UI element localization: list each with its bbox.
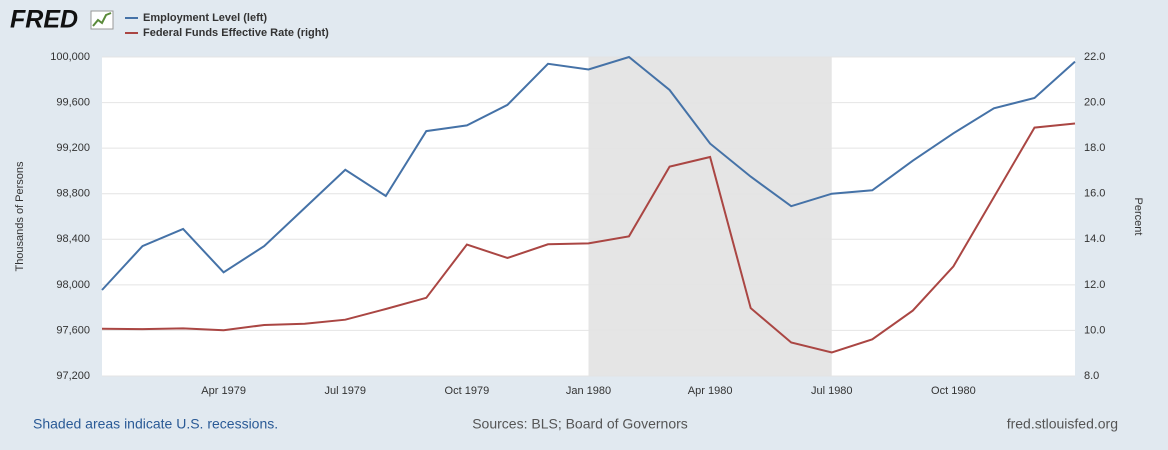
y-tick-label: 97,600 [56,324,90,336]
y2-tick-label: 8.0 [1084,370,1099,382]
y2-tick-label: 10.0 [1084,324,1105,336]
x-tick-label: Oct 1979 [445,385,490,397]
sources: Sources: BLS; Board of Governors [472,416,688,432]
y-tick-label: 100,000 [50,51,90,63]
series-line [101,55,1076,291]
logo: FRED [10,6,78,34]
y2-tick-label: 20.0 [1084,96,1105,108]
legend-label: Employment Level (left) [143,12,267,24]
y-tick-label: 98,400 [56,233,90,245]
y-axis-title: Thousands of Persons [14,161,26,272]
y-tick-label: 99,200 [56,142,90,154]
legend-label: Federal Funds Effective Rate (right) [143,27,329,39]
y2-tick-label: 14.0 [1084,233,1105,245]
x-tick-label: Apr 1979 [201,385,246,397]
recession-shade [588,57,832,376]
x-tick-label: Jan 1980 [566,385,611,397]
y-tick-label: 99,600 [56,96,90,108]
y-tick-label: 98,800 [56,188,90,200]
x-tick-label: Jul 1980 [811,385,853,397]
y2-axis-title: Percent [1132,198,1144,236]
x-tick-label: Jul 1979 [324,385,366,397]
site: fred.stlouisfed.org [1007,416,1118,432]
x-tick-label: Apr 1980 [688,385,733,397]
y-tick-label: 98,000 [56,279,90,291]
series-line [101,122,1076,354]
y-tick-label: 97,200 [56,370,90,382]
recession-note: Shaded areas indicate U.S. recessions. [33,416,278,432]
y2-tick-label: 18.0 [1084,142,1105,154]
y2-tick-label: 16.0 [1084,188,1105,200]
y2-tick-label: 12.0 [1084,279,1105,291]
logo-icon [90,10,114,30]
y2-tick-label: 22.0 [1084,51,1105,63]
x-tick-label: Oct 1980 [931,385,976,397]
